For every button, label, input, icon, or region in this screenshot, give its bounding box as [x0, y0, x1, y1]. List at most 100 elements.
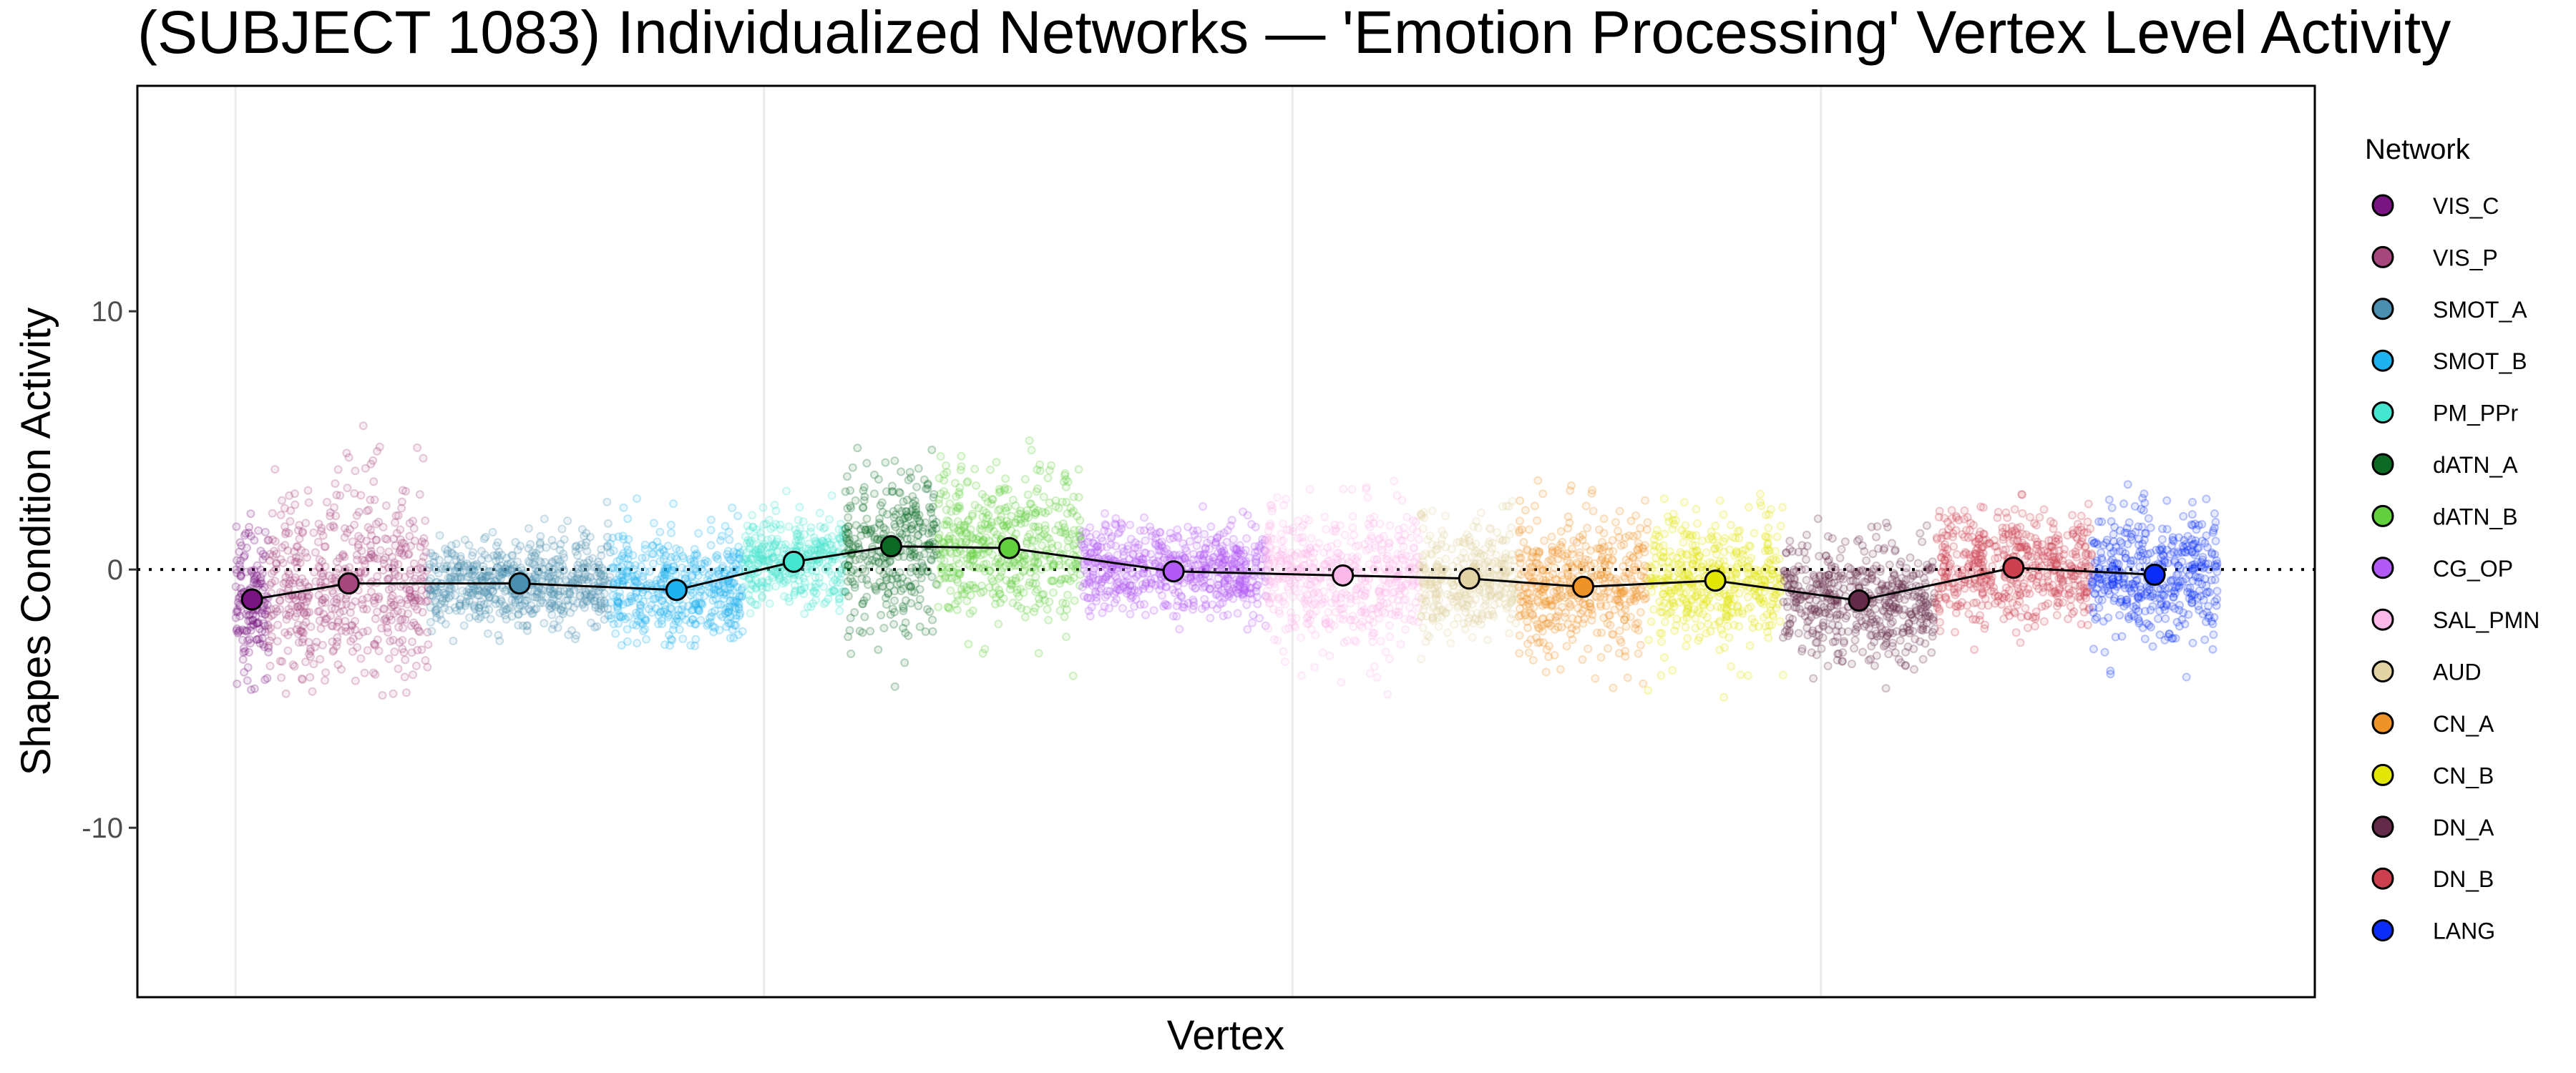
vertex-point [296, 558, 305, 567]
vertex-point [891, 510, 900, 519]
vertex-point [258, 640, 268, 649]
vertex-point [318, 640, 327, 650]
vertex-point [1185, 536, 1194, 546]
vertex-point [1206, 522, 1216, 531]
vertex-point [1347, 485, 1357, 494]
vertex-point [725, 535, 734, 544]
vertex-point [1567, 624, 1576, 633]
vertex-point [244, 617, 253, 626]
vertex-point [264, 647, 273, 657]
vertex-point [285, 491, 294, 500]
vertex-point [1263, 594, 1272, 604]
vertex-point [1611, 518, 1620, 527]
vertex-point [417, 586, 426, 594]
vertex-point [955, 490, 964, 499]
vertex-point [1591, 674, 1600, 683]
vertex-point [653, 575, 662, 584]
vertex-point [253, 561, 262, 570]
vertex-point [1241, 546, 1250, 555]
vertex-point [1515, 526, 1524, 535]
vertex-point [270, 465, 280, 474]
vertex-point [258, 586, 268, 594]
vertex-point [1353, 582, 1362, 592]
vertex-point [480, 550, 489, 559]
vertex-point [243, 676, 252, 685]
vertex-point [351, 676, 360, 685]
vertex-point [1123, 544, 1132, 554]
vertex-point [1242, 600, 1252, 609]
vertex-point [402, 584, 411, 593]
vertex-point [1596, 602, 1606, 611]
vertex-point [245, 610, 254, 619]
vertex-point [369, 552, 378, 561]
vertex-point [292, 542, 301, 552]
vertex-point [379, 604, 389, 614]
vertex-point [547, 557, 557, 567]
vertex-point [748, 511, 757, 520]
vertex-point [1056, 576, 1065, 585]
vertex-point [1454, 601, 1463, 610]
vertex-point [350, 489, 359, 498]
vertex-point [603, 519, 613, 528]
vertex-point [316, 655, 325, 664]
vertex-point [611, 629, 620, 638]
vertex-point [1525, 648, 1533, 657]
vertex-point [711, 552, 721, 562]
vertex-point [400, 672, 409, 682]
vertex-point [1579, 530, 1588, 539]
vertex-point [1141, 536, 1150, 545]
vertex-point [362, 536, 371, 546]
vertex-point [1297, 563, 1306, 572]
vertex-point [288, 660, 298, 670]
vertex-point [332, 598, 341, 607]
vertex-point [1375, 588, 1384, 597]
vertex-point [372, 535, 381, 544]
vertex-point [1047, 461, 1056, 470]
vertex-point [667, 529, 675, 537]
vertex-point [256, 565, 265, 574]
vertex-point [354, 531, 363, 541]
vertex-point [288, 601, 296, 610]
vertex-point [356, 534, 366, 544]
vertex-point [707, 567, 716, 576]
vertex-point [233, 607, 243, 617]
vertex-point [414, 594, 423, 603]
vertex-point [366, 459, 376, 469]
vertex-point [1380, 608, 1390, 617]
vertex-point [899, 604, 908, 613]
vertex-point [996, 558, 1005, 567]
vertex-point [859, 504, 868, 513]
vertex-point [881, 559, 889, 569]
vertex-point [406, 621, 416, 630]
vertex-point [1325, 651, 1335, 660]
vertex-point [901, 596, 910, 605]
vertex-point [264, 643, 273, 652]
vertex-point [724, 527, 733, 536]
vertex-point [338, 552, 347, 561]
vertex-point [632, 611, 641, 620]
vertex-point [602, 497, 612, 506]
vertex-point [239, 552, 248, 562]
vertex-point [1372, 672, 1382, 682]
vertex-point [1640, 547, 1649, 557]
vertex-point [1385, 655, 1394, 663]
vertex-point [405, 519, 414, 528]
vertex-point [1322, 524, 1331, 534]
vertex-point [303, 486, 313, 495]
vertex-point [1273, 636, 1282, 645]
vertex-point [953, 517, 962, 526]
vertex-point [462, 597, 471, 606]
vertex-point [1402, 513, 1412, 521]
vertex-point [1385, 521, 1395, 530]
vertex-point [284, 584, 293, 593]
vertex-point [623, 546, 633, 554]
vertex-point [1239, 584, 1248, 594]
vertex-point [280, 529, 290, 539]
vertex-point [1525, 572, 1534, 582]
vertex-point [1377, 545, 1386, 554]
vertex-point [1080, 566, 1089, 575]
vertex-point [1039, 589, 1048, 599]
vertex-point [915, 594, 924, 604]
vertex-point [1310, 662, 1319, 672]
vertex-point [1264, 565, 1273, 574]
